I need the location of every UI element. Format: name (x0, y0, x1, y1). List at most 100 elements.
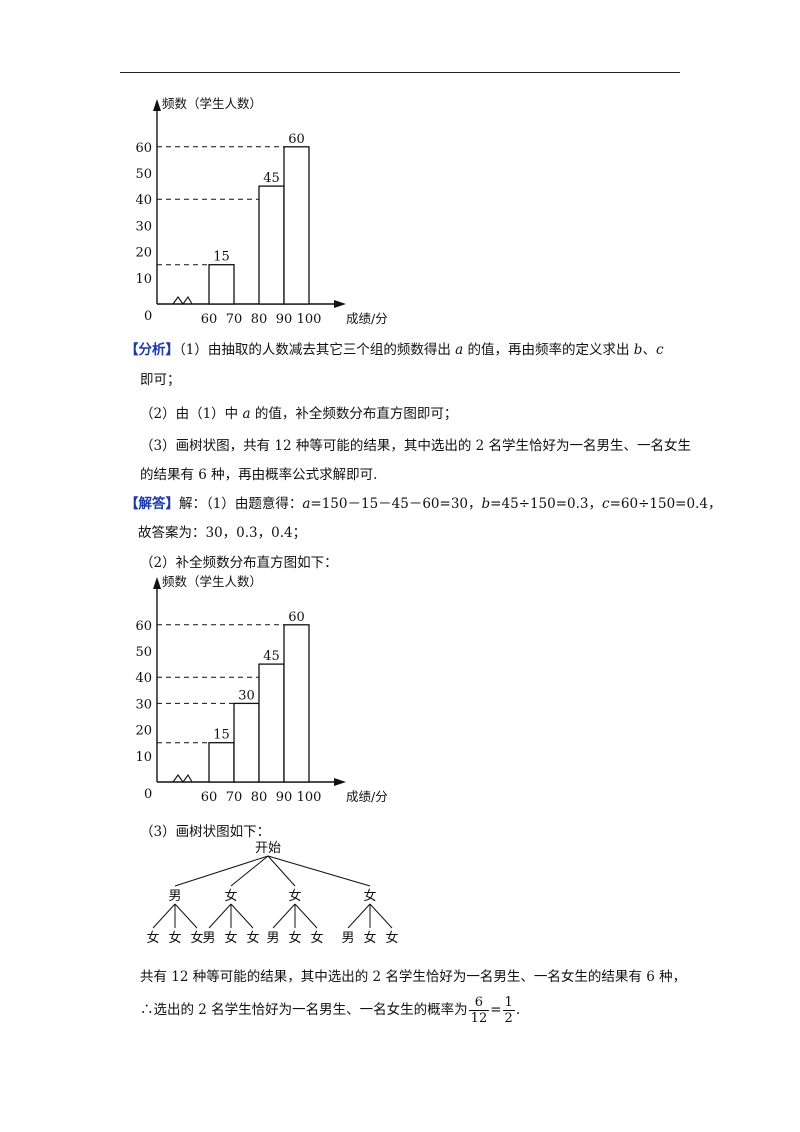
histogram-2-svg: 频数（学生人数） 成绩/分 0 10 20 30 40 50 60 60 70 80 90 100 15 30… (135, 574, 388, 805)
x-tick-label: 80 (251, 312, 268, 327)
bar-value-label: 15 (213, 728, 230, 743)
tree-branch (208, 903, 232, 929)
tree-branch (174, 855, 269, 887)
tree-branch (347, 903, 371, 929)
tree-leaf-label: 男 (202, 931, 215, 946)
tree-branch (152, 903, 176, 929)
x-tick-label: 70 (226, 790, 243, 805)
bar-value-label: 45 (263, 171, 280, 186)
histogram-1: 频数（学生人数） 成绩/分 0 10 20 30 40 50 60 60 70 80 90 100 15 45… (120, 95, 420, 327)
x-axis-arrow (334, 300, 346, 308)
solution-line-1: 【解答】解：（1）由题意得：a=150－15－45－60=30，b=45÷150… (125, 492, 721, 512)
tree-leaf-label: 女 (168, 930, 181, 946)
y-axis-label: 频数（学生人数） (162, 96, 262, 111)
y-tick-label: 40 (135, 671, 152, 686)
tree-leaf-label: 女 (288, 930, 301, 946)
analysis-text: 、 (642, 342, 656, 358)
tree-node-label: 女 (224, 888, 237, 904)
solution-line-2: 故答案为：30，0.3，0.4； (138, 525, 307, 541)
histogram-bar (258, 185, 285, 305)
solution-tag: 【解答】 (125, 496, 179, 512)
tree-branch (267, 855, 296, 887)
x-tick-label: 80 (251, 790, 268, 805)
var-b: b (481, 496, 491, 512)
bar-value-label: 15 (213, 250, 230, 265)
solution-line-3: （2）补全频数分布直方图如下： (140, 555, 338, 571)
var-c: c (655, 342, 664, 358)
axis-break-mark (172, 773, 193, 783)
analysis-text: 的值，再由频率的定义求出 (463, 342, 634, 358)
y-tick-label: 20 (135, 724, 152, 739)
tree-leaf-label: 女 (190, 930, 203, 946)
tree-leaf-label: 女 (385, 930, 398, 946)
tree-node-label: 女 (363, 888, 376, 904)
tree-leaf-label: 女 (246, 930, 259, 946)
tree-branch (174, 903, 198, 929)
tree-diagram: 开始男女女女女男女女女男女女女男女女 (130, 838, 420, 948)
origin-label: 0 (144, 787, 152, 802)
equals-sign: = (490, 1002, 502, 1018)
conclusion-line-1: 共有 12 种等可能的结果，其中选出的 2 名学生恰好为一名男生、一名女生的结果… (140, 969, 687, 985)
analysis-line-3: （2）由（1）中 a 的值，补全频数分布直方图即可； (140, 402, 457, 422)
histogram-bar (258, 663, 285, 783)
tree-leaf-label: 女 (146, 930, 159, 946)
x-tick-label: 100 (297, 312, 322, 327)
fraction-6-12: 6 12 (468, 995, 490, 1026)
x-tick-label: 90 (276, 312, 293, 327)
origin-label: 0 (144, 309, 152, 324)
analysis-text: （2）由（1）中 (140, 406, 243, 422)
x-axis-label: 成绩/分 (346, 789, 388, 804)
y-tick-label: 50 (135, 645, 152, 660)
analysis-line-5: 的结果有 6 种，再由概率公式求解即可. (140, 467, 378, 483)
bar-value-label: 45 (263, 649, 280, 664)
fraction-denominator: 12 (470, 1011, 488, 1026)
tree-branch (272, 903, 296, 929)
y-tick-label: 10 (135, 272, 152, 287)
tree-leaf-label: 男 (266, 931, 279, 946)
y-tick-label: 10 (135, 750, 152, 765)
histogram-2: 频数（学生人数） 成绩/分 0 10 20 30 40 50 60 60 70 80 90 100 15 30… (120, 573, 420, 805)
y-tick-label: 60 (135, 141, 152, 156)
histogram-bar (233, 702, 260, 783)
bar-value-label: 60 (288, 132, 305, 147)
tree-diagram-svg: 开始男女女女女男女女女男女女女男女女 (146, 841, 398, 946)
analysis-text: （1）由抽取的人数减去其它三个组的频数得出 (179, 342, 456, 358)
x-tick-label: 90 (276, 790, 293, 805)
y-tick-label: 30 (135, 219, 152, 234)
x-axis-label: 成绩/分 (346, 311, 388, 326)
histogram-bar (283, 624, 310, 783)
analysis-line-2: 即可； (140, 372, 181, 388)
solution-text: 解：（1）由题意得： (179, 496, 303, 512)
tree-leaf-label: 女 (224, 930, 237, 946)
tree-branch (230, 855, 269, 887)
tree-node-label: 女 (288, 888, 301, 904)
solution-line-4: （3）画树状图如下： (140, 824, 271, 840)
y-tick-label: 30 (135, 697, 152, 712)
tree-branch (294, 903, 318, 929)
bar-value-label: 30 (238, 688, 255, 703)
tree-node-label: 男 (168, 889, 181, 904)
y-tick-label: 40 (135, 193, 152, 208)
y-axis-arrow (153, 99, 161, 111)
y-axis-label: 频数（学生人数） (162, 574, 262, 589)
histogram-bar (208, 264, 235, 305)
var-c: c (602, 496, 610, 512)
var-a: a (302, 496, 311, 512)
axis-break-mark (172, 295, 193, 305)
y-tick-label: 20 (135, 246, 152, 261)
var-a: a (242, 406, 251, 422)
x-tick-label: 60 (201, 312, 218, 327)
header-rule (120, 72, 680, 73)
y-axis-arrow (153, 577, 161, 589)
conclusion-text: ∴选出的 2 名学生恰好为一名男生、一名女生的概率为 (140, 1002, 468, 1018)
var-a: a (455, 342, 464, 358)
tree-root-label: 开始 (255, 841, 281, 856)
tree-leaf-label: 女 (310, 930, 323, 946)
period: . (515, 1002, 521, 1018)
tree-leaf-label: 女 (363, 930, 376, 946)
histogram-1-svg: 频数（学生人数） 成绩/分 0 10 20 30 40 50 60 60 70 80 90 100 15 45… (135, 96, 388, 327)
analysis-line-4: （3）画树状图，共有 12 种等可能的结果，其中选出的 2 名学生恰好为一名男生… (140, 438, 692, 454)
fraction-numerator: 1 (502, 995, 515, 1011)
x-tick-label: 100 (297, 790, 322, 805)
